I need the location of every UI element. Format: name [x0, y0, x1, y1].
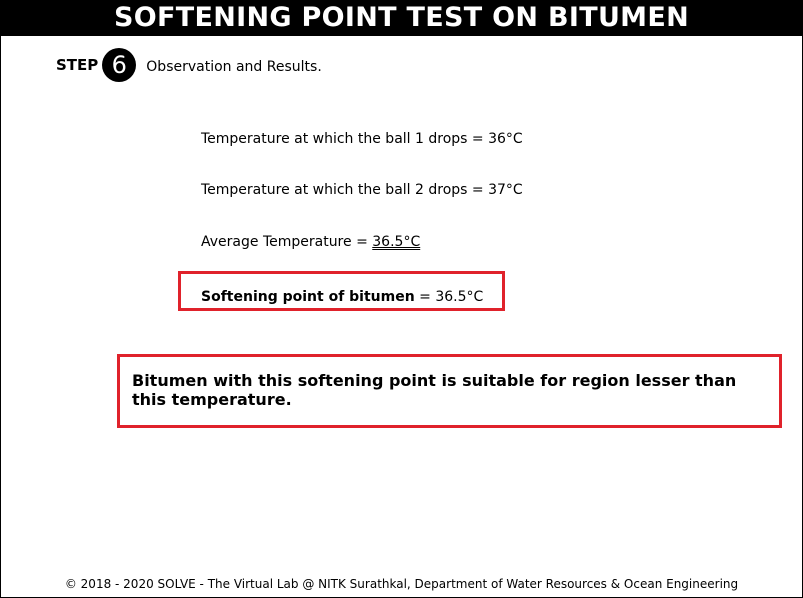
ball-2-drop-temperature: Temperature at which the ball 2 drops = …	[201, 182, 523, 198]
page-title: SOFTENING POINT TEST ON BITUMEN	[0, 0, 803, 36]
average-temperature-value: 36.5°C	[372, 234, 421, 250]
softening-point-result-box: Softening point of bitumen = 36.5°C	[178, 271, 505, 311]
step-number-badge: 6	[102, 48, 137, 82]
conclusion-box: Bitumen with this softening point is sui…	[117, 354, 782, 428]
step-header: STEP 6 Observation and Results.	[56, 48, 322, 82]
softening-point-label: Softening point of bitumen	[201, 289, 415, 305]
average-temperature: Average Temperature = 36.5°C	[201, 234, 420, 250]
step-label: STEP	[56, 56, 99, 74]
conclusion-text: Bitumen with this softening point is sui…	[132, 371, 737, 409]
ball-1-drop-temperature: Temperature at which the ball 1 drops = …	[201, 131, 523, 147]
softening-point-value: = 36.5°C	[414, 289, 484, 305]
footer-copyright: © 2018 - 2020 SOLVE - The Virtual Lab @ …	[64, 577, 739, 591]
average-temperature-label: Average Temperature =	[201, 234, 373, 250]
step-description: Observation and Results.	[146, 59, 322, 75]
softening-point-result: Softening point of bitumen = 36.5°C	[201, 289, 483, 305]
